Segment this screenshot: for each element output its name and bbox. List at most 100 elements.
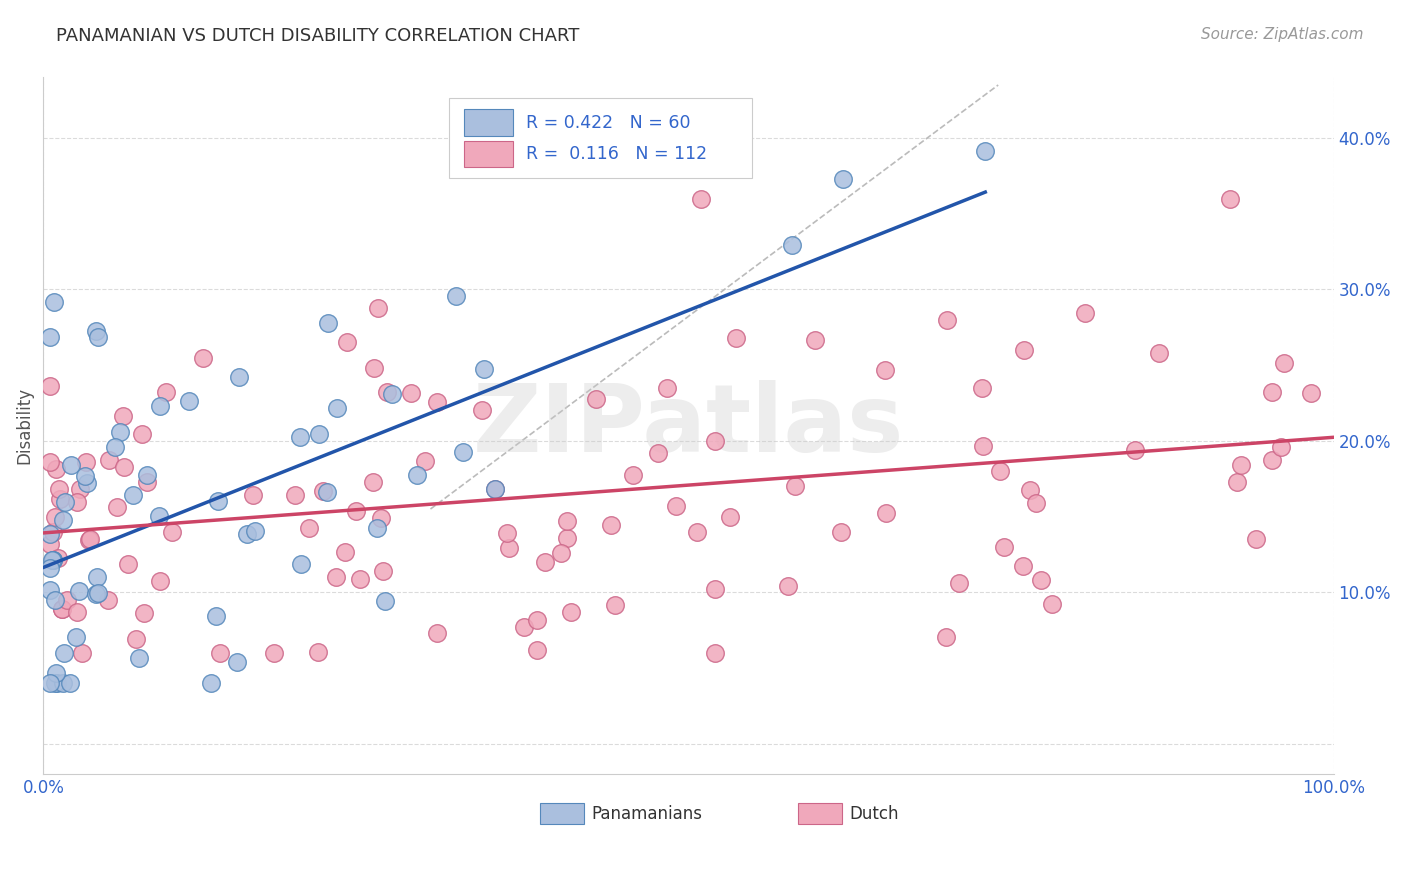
Point <box>344 504 367 518</box>
Point <box>52 676 75 690</box>
Point <box>84 586 107 600</box>
Point <box>495 525 517 540</box>
Point <box>97 593 120 607</box>
Point <box>988 464 1011 478</box>
Point <box>162 525 184 540</box>
Point <box>117 557 139 571</box>
Point <box>585 392 607 406</box>
Bar <box>799 804 842 824</box>
FancyBboxPatch shape <box>449 97 752 178</box>
Point <box>66 495 89 509</box>
Point <box>349 573 371 587</box>
Point <box>42 525 65 540</box>
Point <box>44 676 66 690</box>
Point <box>974 144 997 158</box>
Point <box>75 468 97 483</box>
Point <box>86 324 108 338</box>
Text: Panamanians: Panamanians <box>592 805 703 822</box>
Point <box>207 494 229 508</box>
Text: PANAMANIAN VS DUTCH DISABILITY CORRELATION CHART: PANAMANIAN VS DUTCH DISABILITY CORRELATI… <box>56 27 579 45</box>
Point <box>75 454 97 468</box>
Point <box>375 385 398 400</box>
Point <box>105 500 128 514</box>
Point <box>179 394 201 409</box>
Point <box>228 369 250 384</box>
Point <box>242 488 264 502</box>
Point <box>121 488 143 502</box>
Point <box>316 316 339 330</box>
Point <box>367 301 389 316</box>
Point <box>298 521 321 535</box>
Point <box>647 446 669 460</box>
Point <box>366 521 388 535</box>
Point <box>657 381 679 395</box>
Point <box>38 676 60 690</box>
Point <box>155 385 177 400</box>
Text: Source: ZipAtlas.com: Source: ZipAtlas.com <box>1201 27 1364 42</box>
Point <box>1219 192 1241 206</box>
Point <box>72 646 94 660</box>
Point <box>86 570 108 584</box>
Point <box>1226 475 1249 489</box>
Point <box>131 427 153 442</box>
Point <box>307 645 329 659</box>
Point <box>136 475 159 490</box>
Point <box>555 515 578 529</box>
Point <box>67 584 90 599</box>
Point <box>42 553 65 567</box>
Point <box>526 643 548 657</box>
Point <box>87 586 110 600</box>
Point <box>128 650 150 665</box>
Point <box>108 425 131 440</box>
Point <box>426 626 449 640</box>
Point <box>111 409 134 424</box>
Point <box>405 468 427 483</box>
Point <box>1012 343 1035 357</box>
Point <box>1261 453 1284 467</box>
Point <box>1301 386 1323 401</box>
Point <box>484 482 506 496</box>
Point <box>325 570 347 584</box>
Text: Dutch: Dutch <box>849 805 900 822</box>
Point <box>1019 483 1042 498</box>
Point <box>471 403 494 417</box>
Point <box>993 540 1015 554</box>
Text: ZIPatlas: ZIPatlas <box>472 380 904 472</box>
Point <box>1123 442 1146 457</box>
Point <box>1260 384 1282 399</box>
Point <box>132 606 155 620</box>
Point <box>191 351 214 366</box>
Point <box>148 508 170 523</box>
Point <box>363 360 385 375</box>
Point <box>65 605 87 619</box>
Y-axis label: Disability: Disability <box>15 387 32 465</box>
Point <box>1025 496 1047 510</box>
Point <box>225 655 247 669</box>
Point <box>703 582 725 596</box>
Point <box>236 526 259 541</box>
Point <box>426 395 449 409</box>
Point <box>149 399 172 413</box>
Point <box>46 676 69 690</box>
Point <box>830 525 852 540</box>
Point <box>149 574 172 588</box>
Point <box>474 361 496 376</box>
Point <box>200 676 222 690</box>
Point <box>65 630 87 644</box>
Point <box>873 363 896 377</box>
Point <box>1073 306 1095 320</box>
Point <box>316 484 339 499</box>
Point <box>290 558 312 572</box>
Point <box>948 576 970 591</box>
Point <box>780 238 803 252</box>
Point <box>45 665 67 680</box>
Point <box>245 524 267 538</box>
Point <box>1029 573 1052 587</box>
Point <box>621 467 644 482</box>
Point <box>312 484 335 499</box>
Point <box>804 333 827 347</box>
Point <box>87 330 110 344</box>
Point <box>38 537 60 551</box>
Point <box>263 646 285 660</box>
Point <box>77 533 100 548</box>
